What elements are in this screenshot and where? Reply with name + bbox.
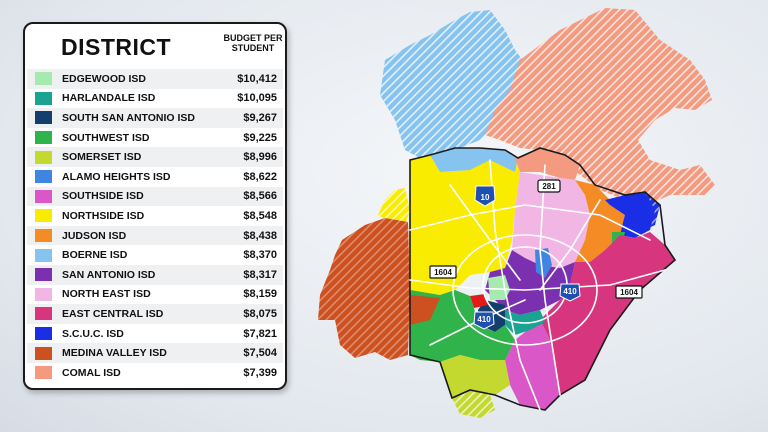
district-budget: $8,075 bbox=[243, 307, 277, 320]
legend-panel: DISTRICT BUDGET PER STUDENT EDGEWOOD ISD… bbox=[23, 22, 287, 390]
district-budget: $7,821 bbox=[243, 327, 277, 340]
road-network bbox=[409, 159, 666, 411]
district-budget: $8,566 bbox=[243, 190, 277, 203]
i10-shield: 10 bbox=[474, 185, 496, 207]
comal-isd-region bbox=[485, 8, 715, 205]
legend-row: SOMERSET ISD $8,996 bbox=[27, 147, 283, 167]
county-border bbox=[409, 147, 677, 411]
district-name: S.C.U.C. ISD bbox=[62, 327, 124, 340]
legend-swatch bbox=[35, 91, 52, 105]
loop410-south-label: 410 bbox=[477, 315, 491, 324]
legend-row: EAST CENTRAL ISD $8,075 bbox=[27, 304, 283, 324]
legend-row: ALAMO HEIGHTS ISD $8,622 bbox=[27, 167, 283, 187]
district-budget: $7,504 bbox=[243, 347, 277, 360]
us281-label: 281 bbox=[542, 182, 556, 191]
legend-row: COMAL ISD $7,399 bbox=[27, 363, 283, 383]
east-central-isd-region bbox=[540, 232, 675, 395]
district-budget: $8,159 bbox=[243, 288, 277, 301]
district-name: NORTHSIDE ISD bbox=[62, 209, 145, 222]
legend-swatch bbox=[35, 366, 52, 380]
edgewood-isd-region bbox=[488, 275, 510, 300]
district-budget: $9,267 bbox=[243, 111, 277, 124]
district-budget: $8,370 bbox=[243, 249, 277, 262]
alamo-heights-isd-region bbox=[535, 248, 552, 278]
legend-swatch bbox=[35, 248, 52, 262]
district-name: SOMERSET ISD bbox=[62, 151, 142, 164]
legend-swatch bbox=[35, 170, 52, 184]
somerset-isd-region bbox=[440, 355, 510, 398]
district-name: NORTH EAST ISD bbox=[62, 288, 151, 301]
loop410-east-label: 410 bbox=[563, 287, 577, 296]
district-budget: $8,622 bbox=[243, 170, 277, 183]
district-budget: $10,412 bbox=[237, 72, 277, 85]
district-budget: $9,225 bbox=[243, 131, 277, 144]
legend-rows: EDGEWOOD ISD $10,412 HARLANDALE ISD $10,095… bbox=[27, 69, 283, 383]
legend-swatch bbox=[35, 189, 52, 203]
medina-valley-inside bbox=[410, 295, 440, 325]
legend-row: HARLANDALE ISD $10,095 bbox=[27, 89, 283, 109]
legend-row: SOUTHWEST ISD $9,225 bbox=[27, 128, 283, 148]
district-name: HARLANDALE ISD bbox=[62, 92, 156, 105]
southwest-isd-region bbox=[410, 290, 515, 362]
comal-isd-inside bbox=[515, 148, 580, 180]
district-budget: $8,548 bbox=[243, 209, 277, 222]
legend-row: EDGEWOOD ISD $10,412 bbox=[27, 69, 283, 89]
legend-swatch bbox=[35, 327, 52, 341]
loop410-south-shield: 410 bbox=[473, 311, 495, 330]
district-name: SOUTHWEST ISD bbox=[62, 131, 150, 144]
district-budget: $7,399 bbox=[243, 366, 277, 379]
i10-label: 10 bbox=[481, 193, 490, 202]
district-name: EDGEWOOD ISD bbox=[62, 72, 147, 85]
district-name: SAN ANTONIO ISD bbox=[62, 268, 156, 281]
legend-row: NORTHSIDE ISD $8,548 bbox=[27, 206, 283, 226]
legend-swatch bbox=[35, 209, 52, 223]
district-budget: $10,095 bbox=[237, 92, 277, 105]
district-name: BOERNE ISD bbox=[62, 249, 128, 262]
legend-row: MEDINA VALLEY ISD $7,504 bbox=[27, 343, 283, 363]
legend-title: DISTRICT bbox=[61, 34, 172, 60]
legend-swatch bbox=[35, 346, 52, 360]
loop1604-east-shield: 1604 bbox=[615, 285, 643, 299]
scuc-isd-region bbox=[605, 192, 655, 238]
medina-valley-isd-region bbox=[318, 218, 410, 360]
district-budget: $8,996 bbox=[243, 151, 277, 164]
legend-row: BOERNE ISD $8,370 bbox=[27, 245, 283, 265]
district-red-pocket bbox=[470, 294, 488, 308]
legend-row: JUDSON ISD $8,438 bbox=[27, 225, 283, 246]
loop1604-east-label: 1604 bbox=[620, 288, 638, 297]
district-name: COMAL ISD bbox=[62, 366, 121, 379]
legend-swatch bbox=[35, 268, 52, 282]
legend-row: SOUTH SAN ANTONIO ISD $9,267 bbox=[27, 108, 283, 128]
us281-shield: 281 bbox=[537, 179, 561, 193]
legend-swatch bbox=[35, 229, 52, 243]
loop1604-west-shield: 1604 bbox=[429, 265, 457, 279]
loop1604-west-label: 1604 bbox=[434, 268, 452, 277]
north-east-isd-region bbox=[512, 172, 590, 268]
legend-swatch bbox=[35, 150, 52, 164]
legend-swatch bbox=[35, 287, 52, 301]
district-name: SOUTHSIDE ISD bbox=[62, 190, 144, 203]
boerne-isd-notch bbox=[430, 148, 518, 172]
legend-swatch bbox=[35, 307, 52, 321]
legend-row: S.C.U.C. ISD $7,821 bbox=[27, 324, 283, 344]
legend-row: NORTH EAST ISD $8,159 bbox=[27, 285, 283, 305]
northside-hatched-region bbox=[378, 188, 410, 225]
somerset-hatched-region bbox=[452, 390, 495, 418]
district-budget: $8,317 bbox=[243, 268, 277, 281]
district-name: SOUTH SAN ANTONIO ISD bbox=[62, 111, 196, 124]
legend-row: SOUTHSIDE ISD $8,566 bbox=[27, 186, 283, 207]
legend-subtitle: BUDGET PER STUDENT bbox=[223, 33, 283, 53]
district-name: JUDSON ISD bbox=[62, 229, 127, 242]
loop410-east-shield: 410 bbox=[559, 283, 581, 302]
legend-swatch bbox=[35, 72, 52, 86]
legend-row: SAN ANTONIO ISD $8,317 bbox=[27, 264, 283, 285]
legend-swatch bbox=[35, 131, 52, 145]
district-budget: $8,438 bbox=[243, 229, 277, 242]
district-name: ALAMO HEIGHTS ISD bbox=[62, 170, 171, 183]
district-map: 10 281 1604 1604 410 410 bbox=[318, 8, 715, 418]
legend-swatch bbox=[35, 111, 52, 125]
district-name: MEDINA VALLEY ISD bbox=[62, 347, 167, 360]
district-name: EAST CENTRAL ISD bbox=[62, 307, 164, 320]
